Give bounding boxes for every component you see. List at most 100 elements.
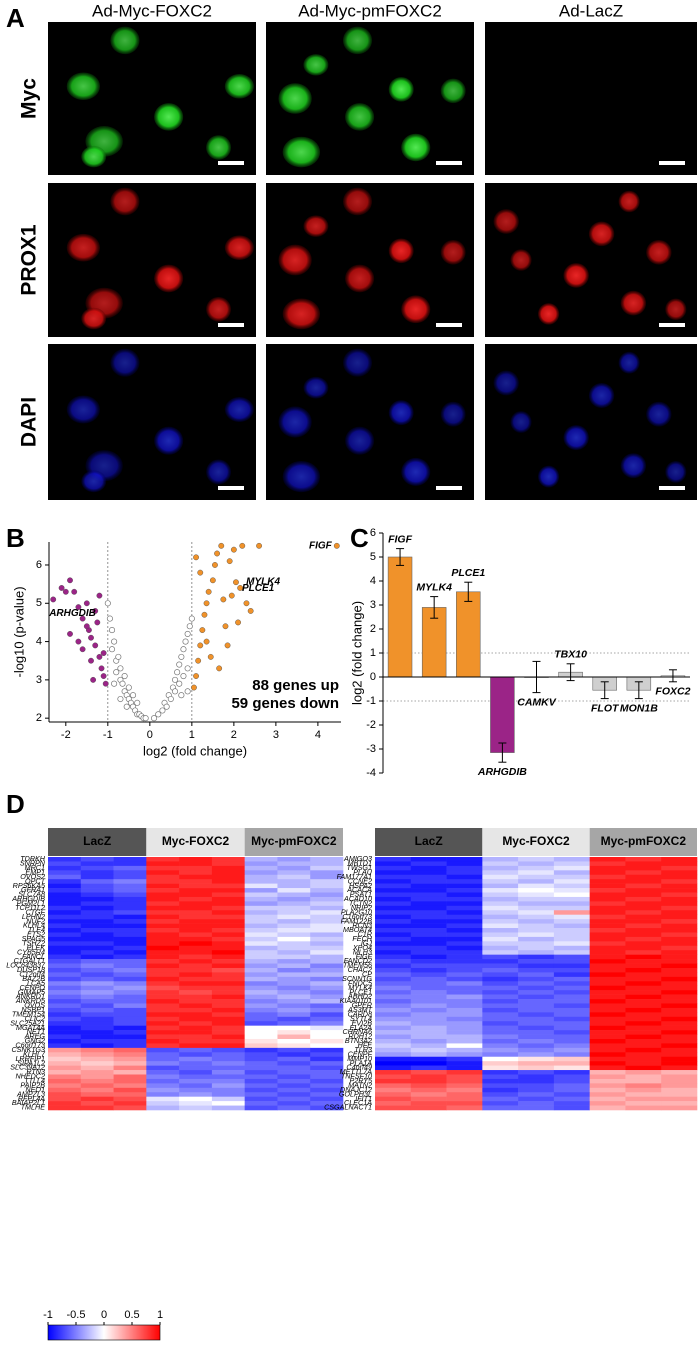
gene-label: OVOS bbox=[24, 1001, 45, 1010]
gene-label: PLCE1 bbox=[349, 987, 372, 996]
heatmap-cell bbox=[48, 870, 82, 876]
gene-label: CENPF bbox=[348, 1049, 373, 1058]
heatmap-cell bbox=[179, 941, 213, 947]
heatmap-cell bbox=[146, 963, 180, 969]
heatmap-cell bbox=[179, 1061, 213, 1066]
heatmap-cell bbox=[553, 999, 590, 1004]
heatmap-cell bbox=[48, 976, 82, 982]
heatmap-cell bbox=[625, 896, 662, 902]
heatmap-cell bbox=[80, 1056, 114, 1062]
heatmap-cell bbox=[277, 1007, 311, 1013]
heatmap-cell bbox=[179, 994, 213, 1000]
point bbox=[117, 665, 124, 672]
heatmap-cell bbox=[482, 1030, 519, 1035]
heatmap-cell bbox=[446, 1003, 483, 1009]
heatmap-cell bbox=[375, 1096, 412, 1102]
point bbox=[247, 608, 254, 614]
nucleus bbox=[388, 77, 414, 102]
heatmap-cell bbox=[113, 936, 147, 942]
heatmap-cell bbox=[277, 976, 311, 982]
heatmap-cell bbox=[482, 963, 519, 969]
nucleus bbox=[345, 426, 375, 455]
heatmap-cell bbox=[179, 967, 213, 973]
heatmap-cell bbox=[410, 879, 447, 884]
heatmap-cell bbox=[553, 941, 590, 947]
heatmap-cell bbox=[375, 1047, 412, 1053]
heatmap-cell bbox=[80, 892, 114, 898]
point bbox=[239, 542, 246, 549]
gene-label: EMP1 bbox=[25, 867, 45, 876]
gene-label: RTN3 bbox=[26, 1067, 45, 1076]
point bbox=[100, 673, 107, 679]
heatmap-cell bbox=[244, 905, 278, 911]
heatmap-cell bbox=[410, 990, 447, 995]
heatmap-cell bbox=[146, 1074, 180, 1080]
point bbox=[197, 569, 204, 576]
heatmap-cell bbox=[113, 1092, 147, 1097]
heatmap-cell bbox=[446, 954, 483, 960]
gene-label: CP bbox=[362, 970, 372, 979]
heatmap-cell bbox=[589, 941, 626, 947]
heatmap-cell bbox=[211, 1021, 245, 1026]
heatmap-cell bbox=[375, 1030, 412, 1035]
heatmap-cell bbox=[446, 870, 483, 876]
heatmap-cell bbox=[518, 1052, 555, 1058]
heatmap-cell bbox=[446, 1021, 483, 1026]
heatmap-cell bbox=[211, 1007, 245, 1013]
scale-bar bbox=[659, 486, 685, 490]
group-label: LacZ bbox=[415, 834, 443, 848]
heatmap-cell bbox=[277, 896, 311, 902]
heatmap-cell bbox=[482, 972, 519, 978]
heatmap-cell bbox=[625, 936, 662, 942]
point bbox=[117, 695, 124, 703]
heatmap-cell bbox=[410, 861, 447, 867]
gene-label: ACAD10 bbox=[343, 894, 372, 903]
heatmap-cell bbox=[48, 963, 82, 969]
heatmap-cell bbox=[310, 941, 344, 947]
heatmap-cell bbox=[589, 1101, 626, 1106]
heatmap-cell bbox=[625, 1038, 662, 1044]
nucleus bbox=[563, 425, 589, 451]
heatmap-cell bbox=[277, 1083, 311, 1089]
heatmap-cell bbox=[625, 1012, 662, 1018]
heatmap-cell bbox=[625, 950, 662, 955]
heatmap-cell bbox=[146, 1092, 180, 1097]
heatmap-cell bbox=[113, 1070, 147, 1075]
heatmap-cell bbox=[589, 1016, 626, 1022]
heatmap-cell bbox=[113, 905, 147, 911]
heatmap-cell bbox=[211, 914, 245, 920]
heatmap-cell bbox=[482, 919, 519, 924]
point bbox=[230, 546, 237, 553]
heatmap-cell bbox=[146, 1043, 180, 1049]
heatmap-cell bbox=[410, 1038, 447, 1044]
heatmap-cell bbox=[310, 870, 344, 876]
heatmap-cell bbox=[80, 870, 114, 876]
heatmap-cell bbox=[375, 1016, 412, 1022]
heatmap-cell bbox=[179, 954, 213, 960]
heatmap-cell bbox=[410, 932, 447, 938]
heatmap-cell bbox=[48, 1021, 82, 1026]
heatmap-cell bbox=[375, 967, 412, 973]
heatmap-cell bbox=[310, 994, 344, 1000]
heatmap-cell bbox=[410, 1105, 447, 1111]
group-label: Myc-pmFOXC2 bbox=[251, 834, 337, 848]
category-label: FLOT bbox=[591, 702, 620, 714]
heatmap-cell bbox=[446, 888, 483, 893]
column-title: Ad-Myc-FOXC2 bbox=[92, 1, 212, 20]
heatmap-cell bbox=[80, 990, 114, 995]
gene-label: RPS6KA5 bbox=[13, 881, 46, 890]
heatmap-cell bbox=[48, 919, 82, 924]
heatmap-cell bbox=[661, 919, 698, 924]
gene-label: CLIC2 bbox=[25, 1014, 45, 1023]
heatmap-cell bbox=[179, 976, 213, 982]
gene-label: CHRNA6 bbox=[342, 1027, 372, 1036]
heatmap-cell bbox=[446, 879, 483, 884]
group-header bbox=[589, 828, 697, 856]
heatmap-cell bbox=[211, 888, 245, 893]
point bbox=[155, 711, 162, 718]
heatmap-cell bbox=[146, 1061, 180, 1066]
heatmap-cell bbox=[518, 1021, 555, 1026]
heatmap-cell bbox=[589, 905, 626, 911]
heatmap-cell bbox=[518, 1065, 555, 1071]
heatmap-cell bbox=[113, 874, 147, 880]
